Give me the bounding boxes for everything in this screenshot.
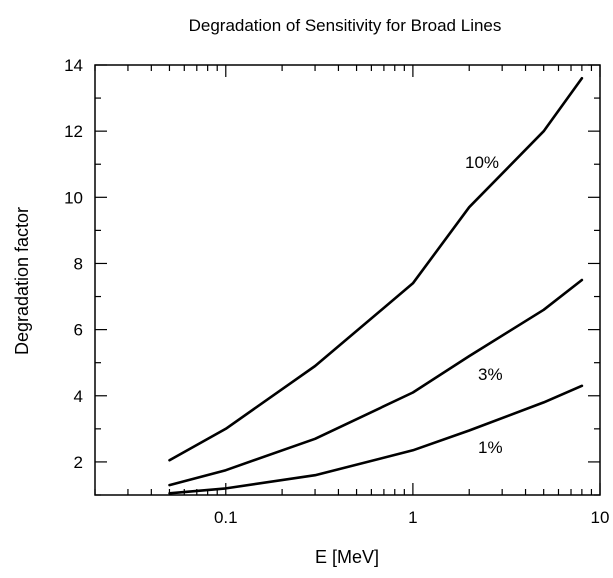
y-tick-label: 12 <box>64 122 83 141</box>
series-label: 10% <box>465 153 499 172</box>
series-line-3pct <box>168 278 584 487</box>
series-lines <box>168 76 584 495</box>
y-tick-label: 4 <box>74 387 83 406</box>
y-tick-label: 6 <box>74 321 83 340</box>
y-tick-label: 10 <box>64 188 83 207</box>
x-tick-label: 1 <box>408 508 417 527</box>
y-tick-label: 14 <box>64 56 83 75</box>
series-labels: 10% 3% 1% <box>465 153 503 457</box>
series-label: 3% <box>478 365 503 384</box>
x-axis-label: E [MeV] <box>315 547 379 567</box>
chart-title: Degradation of Sensitivity for Broad Lin… <box>189 16 502 35</box>
y-tick-label: 2 <box>74 453 83 472</box>
series-line-1pct <box>168 384 584 495</box>
y-tick-label: 8 <box>74 254 83 273</box>
x-tick-label: 10 <box>591 508 610 527</box>
y-axis-label: Degradation factor <box>12 207 32 355</box>
series-line-10pct <box>168 76 584 462</box>
series-label: 1% <box>478 438 503 457</box>
axis-ticks: 0.1 1 10 2 4 6 8 10 12 14 <box>64 56 609 527</box>
x-tick-label: 0.1 <box>214 508 238 527</box>
plot-frame <box>94 64 601 496</box>
